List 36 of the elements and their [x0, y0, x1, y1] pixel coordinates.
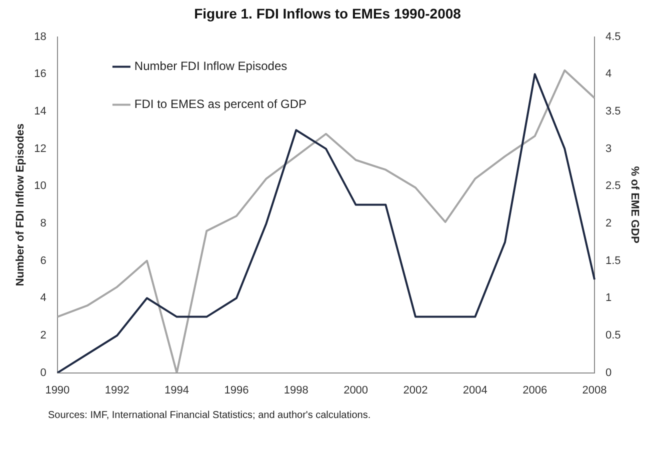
y-tick-label: 6 [40, 254, 46, 267]
y2-tick-label: 4 [606, 68, 612, 80]
x-tick-label: 1992 [104, 384, 130, 396]
y-tick-label: 14 [34, 106, 46, 118]
x-tick-label: 1998 [284, 384, 308, 396]
y-tick-label: 18 [34, 30, 46, 43]
y-axis-title: Number of FDI Inflow Episodes [14, 124, 27, 286]
y2-tick-label: 0.5 [606, 330, 621, 342]
y-tick-label: 4 [40, 292, 46, 304]
x-tick-label: 1990 [45, 384, 70, 396]
legend-label: FDI to EMES as percent of GDP [134, 97, 306, 112]
x-tick-label: 2006 [522, 384, 548, 396]
y-tick-label: 16 [34, 68, 46, 80]
y-tick-label: 2 [40, 330, 46, 342]
y2-tick-label: 0 [606, 366, 612, 379]
x-tick-label: 1994 [164, 384, 190, 396]
y2-tick-label: 3.5 [606, 106, 621, 118]
y-tick-label: 12 [34, 142, 46, 155]
x-tick-label: 2002 [403, 384, 428, 396]
y-tick-label: 10 [34, 180, 46, 192]
legend-label: Number FDI Inflow Episodes [134, 59, 288, 74]
y2-tick-label: 1.5 [606, 254, 621, 267]
x-tick-label: 2000 [344, 384, 368, 396]
y2-axis-title: % of EME GDP [628, 166, 640, 244]
y2-tick-label: 4.5 [606, 30, 621, 43]
y2-tick-label: 1 [606, 292, 612, 304]
x-tick-label: 2004 [462, 384, 488, 396]
y-tick-label: 0 [40, 366, 46, 379]
y2-tick-label: 2 [606, 218, 612, 230]
x-tick-label: 2008 [582, 384, 607, 396]
source-note: Sources: IMF, International Financial Statistics; and author's calculations. [48, 410, 371, 421]
y2-tick-label: 3 [606, 142, 612, 155]
x-tick-label: 1996 [224, 384, 249, 396]
chart-title: Figure 1. FDI Inflows to EMEs 1990-2008 [194, 5, 462, 22]
y2-tick-label: 2.5 [606, 180, 621, 192]
y-tick-label: 8 [40, 218, 46, 230]
